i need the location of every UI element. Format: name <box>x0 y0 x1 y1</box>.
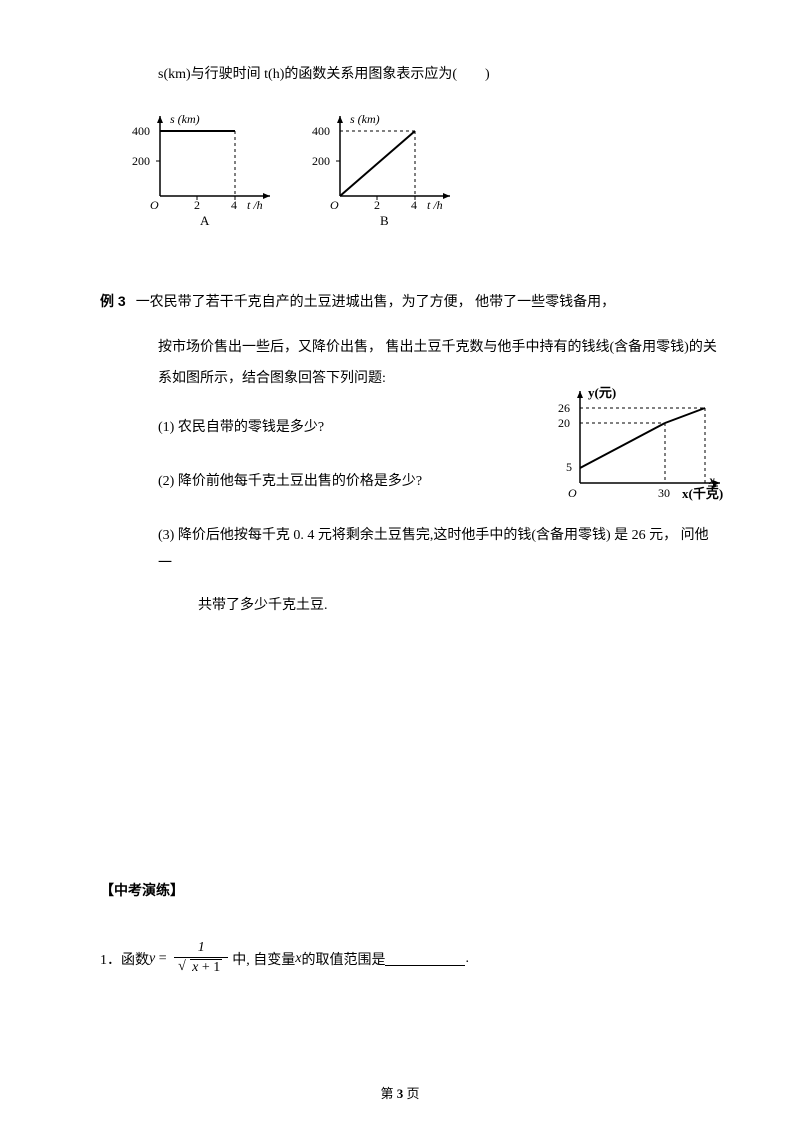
problem-1-mid: 中, 自变量 <box>232 949 295 969</box>
ex3-fig-ytick-26: 26 <box>558 401 570 415</box>
problem-1-period: . <box>465 951 469 967</box>
problem-1-formula: y = 1x + 1 <box>149 940 232 977</box>
chart-b-caption: B <box>380 213 389 228</box>
chart-a-ylabel: s (km) <box>170 112 200 126</box>
question-3-line1: (3) 降价后他按每千克 0. 4 元将剩余土豆售完,这时他手中的钱(含备用零钱… <box>158 522 710 578</box>
chart-a-xlabel: t /h <box>247 198 263 212</box>
ex3-fig-xtick-30: 30 <box>658 486 670 500</box>
ex3-fig-ylabel: y(元) <box>588 385 616 400</box>
page-footer: 第 3 页 <box>0 1083 800 1102</box>
chart-a-xtick-4: 4 <box>231 198 237 212</box>
fill-in-blank[interactable] <box>385 952 465 966</box>
example-3-label: 例 3 <box>100 291 126 311</box>
chart-b-ytick-400: 400 <box>312 124 330 138</box>
chart-b-origin: O <box>330 198 339 212</box>
chart-a-caption: A <box>200 213 210 228</box>
chart-b-ytick-200: 200 <box>312 154 330 168</box>
problem-1-prefix: 1．函数 <box>100 949 149 969</box>
example-3-figure: y(元) 26 20 5 O 30 x(千克) x <box>550 383 730 503</box>
chart-b: s (km) 400 200 O 2 4 t /h B <box>310 111 460 231</box>
question-3-line2: 共带了多少千克土豆. <box>198 592 710 620</box>
problem-1-suffix: 的取值范围是 <box>301 949 385 969</box>
chart-a: s (km) 400 200 O 2 4 t /h A <box>130 111 280 231</box>
ex3-fig-xlabel: x(千克) <box>682 486 723 501</box>
chart-b-xlabel: t /h <box>427 198 443 212</box>
chart-a-origin: O <box>150 198 159 212</box>
chart-a-ytick-400: 400 <box>132 124 150 138</box>
problem-1: 1．函数 y = 1x + 1 中, 自变量 x 的取值范围是 . <box>100 940 710 977</box>
chart-b-xtick-2: 2 <box>374 198 380 212</box>
ex3-fig-ytick-20: 20 <box>558 416 570 430</box>
chart-b-xtick-4: 4 <box>411 198 417 212</box>
svg-text:x: x <box>708 473 715 487</box>
ex3-fig-origin: O <box>568 486 577 500</box>
ex3-fig-ytick-5: 5 <box>566 460 572 474</box>
section-heading: 【中考演练】 <box>100 880 710 900</box>
question-stem: s(km)与行驶时间 t(h)的函数关系用图象表示应为( ) <box>158 60 710 91</box>
chart-b-ylabel: s (km) <box>350 112 380 126</box>
chart-a-xtick-2: 2 <box>194 198 200 212</box>
example-3-intro: 一农民带了若干千克自产的土豆进城出售，为了方便， 他带了一些零钱备用， <box>136 291 616 311</box>
chart-a-ytick-200: 200 <box>132 154 150 168</box>
charts-row: s (km) 400 200 O 2 4 t /h A s (km) 400 2… <box>130 111 710 231</box>
